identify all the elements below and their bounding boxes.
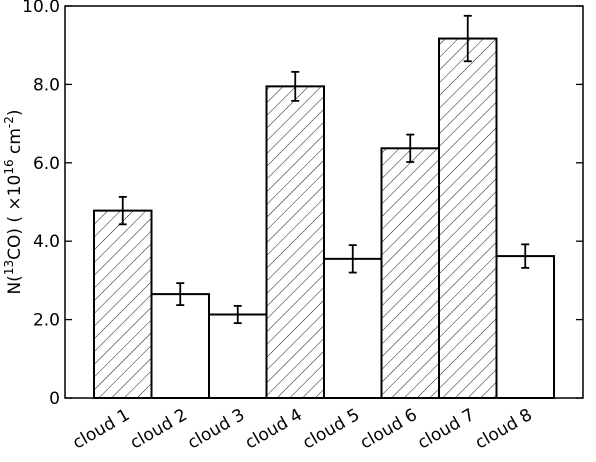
error-bar: [118, 196, 127, 226]
y-axis-label: N(13CO) ( ×1016 cm-2): [2, 109, 25, 294]
plot-frame: [64, 5, 584, 399]
bar-cloud-7: [438, 37, 498, 399]
x-tick-label: cloud 4: [242, 405, 306, 453]
x-tick-label: cloud 1: [69, 405, 133, 453]
x-tick-label: cloud 5: [299, 405, 363, 453]
y-tick-label: 2.0: [33, 311, 60, 331]
bar-cloud-5: [323, 257, 383, 399]
error-bar: [233, 304, 242, 325]
error-bar: [348, 244, 357, 274]
y-tick-label: 0: [49, 389, 60, 409]
x-tick-label: cloud 3: [184, 405, 248, 453]
x-tick-label: cloud 6: [357, 405, 421, 453]
error-bar: [521, 243, 530, 269]
bar-cloud-6: [380, 147, 440, 399]
y-tick-label: 10.0: [22, 0, 60, 17]
x-tick-label: cloud 8: [472, 405, 536, 453]
y-tick-label: 4.0: [33, 232, 60, 252]
bars-layer: [93, 37, 555, 400]
bar-cloud-2: [150, 293, 210, 399]
error-bar: [406, 133, 415, 163]
bar-cloud-8: [495, 255, 555, 400]
y-tick-label: 6.0: [33, 154, 60, 174]
x-tick-label: cloud 2: [127, 405, 191, 453]
error-bar: [463, 14, 472, 63]
bar-cloud-4: [265, 85, 325, 400]
y-axis-ticks: 0 2.0 4.0 6.0 8.0 10.0: [22, 0, 583, 409]
x-tick-label: cloud 7: [414, 405, 478, 453]
error-bar: [176, 282, 185, 306]
y-tick-label: 8.0: [33, 75, 60, 95]
error-bar: [291, 70, 300, 102]
bar-cloud-3: [208, 313, 268, 399]
bar-cloud-1: [93, 209, 153, 399]
error-bars-layer: [118, 14, 530, 325]
